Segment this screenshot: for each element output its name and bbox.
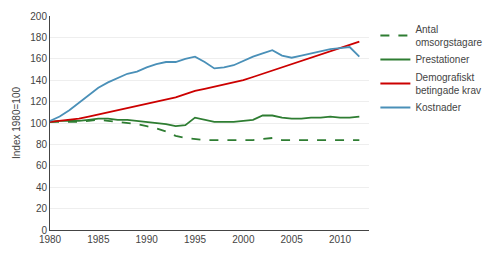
svg-text:Kostnader: Kostnader <box>415 102 461 113</box>
svg-text:120: 120 <box>30 96 47 107</box>
svg-text:100: 100 <box>30 118 47 129</box>
svg-text:140: 140 <box>30 75 47 86</box>
svg-text:2010: 2010 <box>329 234 352 245</box>
svg-text:2005: 2005 <box>281 234 304 245</box>
svg-text:40: 40 <box>36 182 48 193</box>
svg-text:Demografisktbetingade krav: Demografisktbetingade krav <box>415 72 481 96</box>
svg-text:1980: 1980 <box>39 234 62 245</box>
svg-text:80: 80 <box>36 139 48 150</box>
svg-text:20: 20 <box>36 203 48 214</box>
svg-text:2000: 2000 <box>232 234 255 245</box>
svg-text:1990: 1990 <box>136 234 159 245</box>
svg-text:Index 1980=100: Index 1980=100 <box>11 87 22 159</box>
svg-text:60: 60 <box>36 160 48 171</box>
svg-text:180: 180 <box>30 32 47 43</box>
svg-text:160: 160 <box>30 53 47 64</box>
svg-text:0: 0 <box>41 225 47 236</box>
svg-text:Antalomsorgstagare: Antalomsorgstagare <box>415 24 482 48</box>
svg-text:200: 200 <box>30 11 47 22</box>
svg-text:Prestationer: Prestationer <box>415 54 470 65</box>
svg-text:1995: 1995 <box>184 234 207 245</box>
svg-text:1985: 1985 <box>87 234 110 245</box>
